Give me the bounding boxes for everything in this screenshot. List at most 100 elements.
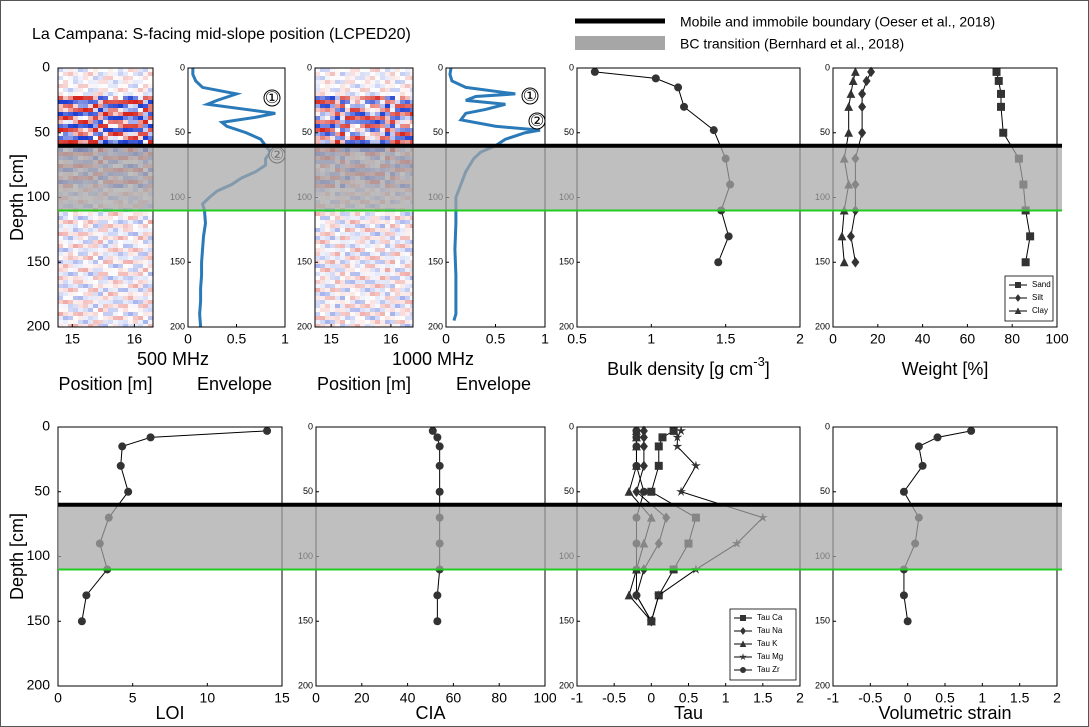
- radargram-cell: [108, 96, 113, 100]
- radargram-cell: [400, 220, 405, 224]
- radargram-cell: [78, 128, 83, 132]
- radargram-cell: [143, 316, 148, 320]
- radargram-cell: [148, 124, 153, 128]
- radargram-cell: [380, 72, 385, 76]
- radargram-cell: [138, 288, 143, 292]
- radargram-cell: [340, 132, 345, 136]
- envelope-line: [448, 67, 541, 321]
- radargram-cell: [103, 132, 108, 136]
- radargram-cell: [98, 120, 103, 124]
- radargram-cell: [375, 272, 380, 276]
- radargram-cell: [58, 216, 63, 220]
- radargram-cell: [370, 288, 375, 292]
- radargram-cell: [395, 100, 400, 104]
- radargram-cell: [58, 124, 63, 128]
- radargram-cell: [143, 136, 148, 140]
- radargram-cell: [108, 256, 113, 260]
- radargram-cell: [98, 100, 103, 104]
- radargram-cell: [345, 316, 350, 320]
- marker: [632, 461, 641, 470]
- radargram-cell: [380, 212, 385, 216]
- radargram-cell: [360, 76, 365, 80]
- radargram-cell: [390, 116, 395, 120]
- x-tick-label: 1.5: [753, 690, 773, 706]
- radargram-cell: [63, 280, 68, 284]
- radargram-cell: [98, 304, 103, 308]
- radargram-cell: [320, 212, 325, 216]
- marker: [433, 591, 442, 600]
- radargram-cell: [143, 112, 148, 116]
- radargram-cell: [103, 128, 108, 132]
- marker: [858, 88, 867, 100]
- radargram-cell: [340, 92, 345, 96]
- radargram-cell: [375, 292, 380, 296]
- radargram-cell: [83, 80, 88, 84]
- radargram-cell: [325, 228, 330, 232]
- radargram-cell: [400, 132, 405, 136]
- radargram-cell: [350, 300, 355, 304]
- radargram-cell: [113, 248, 118, 252]
- radargram-cell: [93, 212, 98, 216]
- radargram-cell: [108, 300, 113, 304]
- radargram-cell: [133, 72, 138, 76]
- radargram-cell: [355, 136, 360, 140]
- marker: [632, 442, 641, 451]
- radargram-cell: [350, 112, 355, 116]
- radargram-cell: [123, 292, 128, 296]
- radargram-cell: [355, 300, 360, 304]
- x-axis-label: Position [m]: [317, 374, 411, 394]
- radargram-cell: [340, 84, 345, 88]
- radargram-cell: [83, 248, 88, 252]
- radargram-cell: [340, 288, 345, 292]
- radargram-cell: [400, 128, 405, 132]
- radargram-cell: [355, 120, 360, 124]
- radargram-cell: [365, 232, 370, 236]
- radargram-cell: [365, 84, 370, 88]
- radargram-cell: [380, 232, 385, 236]
- radargram-cell: [73, 308, 78, 312]
- radargram-cell: [73, 124, 78, 128]
- radargram-cell: [410, 268, 413, 272]
- radargram-cell: [345, 284, 350, 288]
- radargram-cell: [58, 320, 63, 324]
- radargram-cell: [330, 272, 335, 276]
- radargram-cell: [325, 308, 330, 312]
- x-tick-label: 10: [200, 690, 216, 706]
- radargram-cell: [325, 140, 330, 144]
- radargram-cell: [78, 92, 83, 96]
- radargram-cell: [405, 116, 410, 120]
- radargram-cell: [63, 236, 68, 240]
- radargram-cell: [375, 124, 380, 128]
- legend-label: Sand: [1032, 280, 1051, 289]
- radargram-cell: [128, 220, 133, 224]
- radargram-cell: [335, 68, 340, 72]
- radargram-cell: [88, 140, 93, 144]
- radargram-cell: [360, 124, 365, 128]
- x-tick-label: 15: [64, 331, 80, 347]
- radargram-cell: [93, 304, 98, 308]
- radargram-cell: [68, 280, 73, 284]
- radargram-cell: [68, 132, 73, 136]
- radargram-cell: [138, 320, 143, 324]
- radargram-cell: [73, 140, 78, 144]
- radargram-cell: [88, 248, 93, 252]
- y-tick-label: 0: [825, 62, 830, 72]
- radargram-cell: [405, 104, 410, 108]
- marker: [1021, 258, 1030, 267]
- radargram-cell: [365, 240, 370, 244]
- radargram-cell: [405, 112, 410, 116]
- radargram-cell: [133, 84, 138, 88]
- radargram-cell: [320, 136, 325, 140]
- radargram-cell: [320, 72, 325, 76]
- radargram-cell: [350, 96, 355, 100]
- radargram-cell: [123, 220, 128, 224]
- radargram-cell: [355, 72, 360, 76]
- radargram-cell: [335, 252, 340, 256]
- radargram-cell: [320, 224, 325, 228]
- radargram-cell: [370, 132, 375, 136]
- radargram-cell: [330, 260, 335, 264]
- radargram-cell: [395, 76, 400, 80]
- radargram-cell: [83, 132, 88, 136]
- radargram-cell: [325, 260, 330, 264]
- marker: [867, 66, 876, 78]
